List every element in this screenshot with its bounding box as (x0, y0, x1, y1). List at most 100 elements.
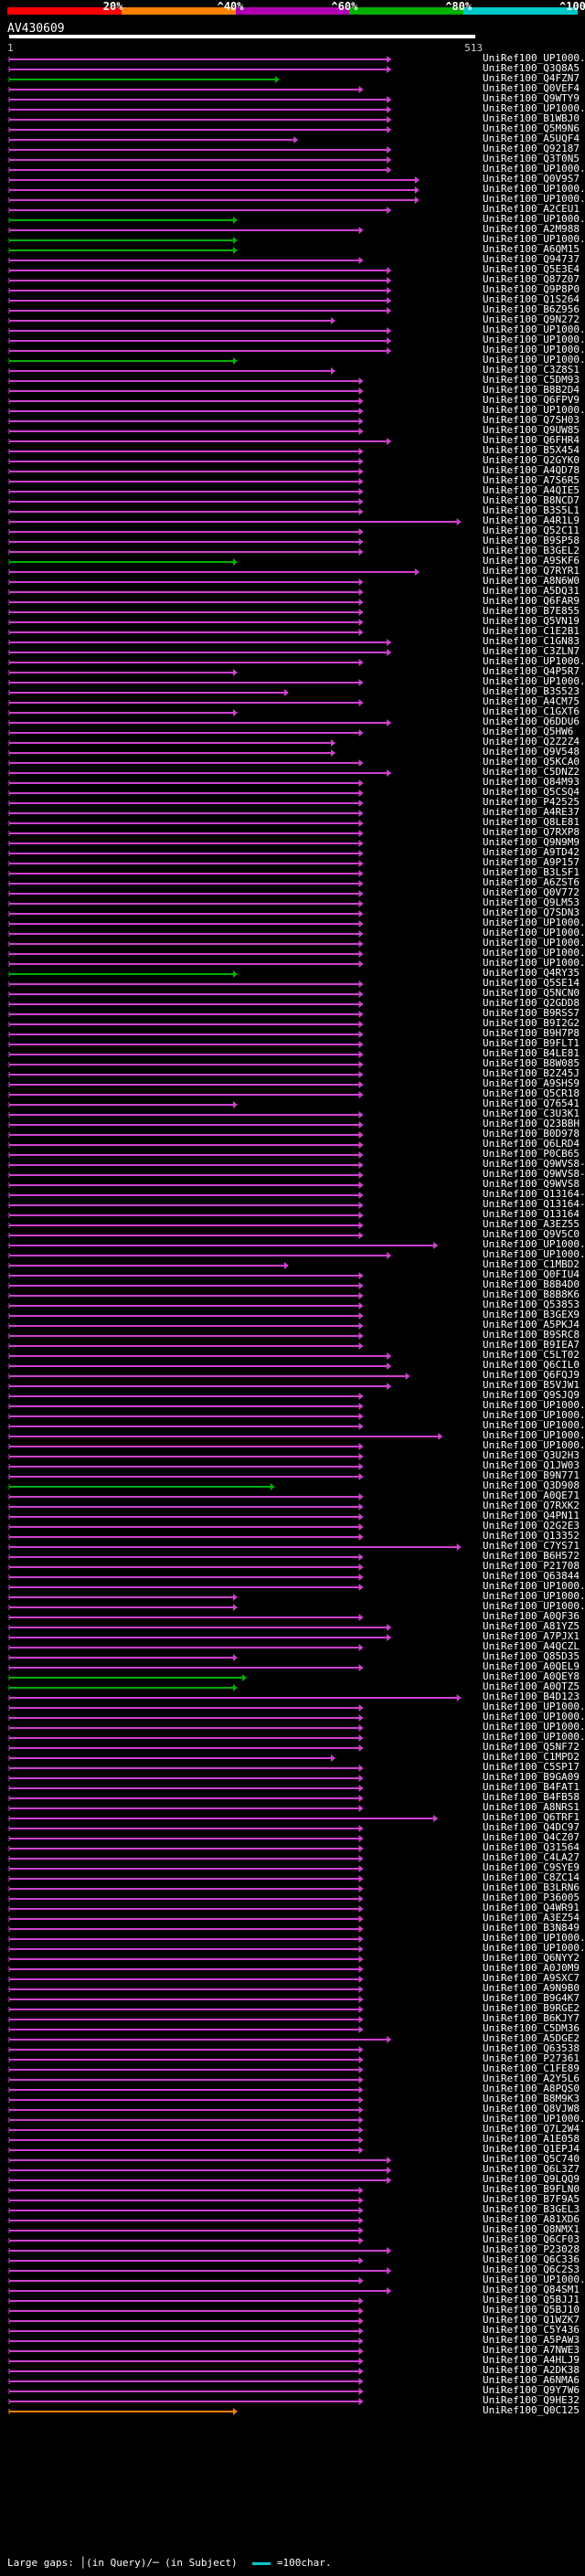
hit-label[interactable]: UniRef100_Q6C2S3 (483, 2263, 580, 2275)
hit-label[interactable]: UniRef100_UP1000... (483, 937, 585, 949)
hit-label[interactable]: UniRef100_B4FAT1 (483, 1781, 580, 1793)
hit-label[interactable]: UniRef100_Q9UW85 (483, 424, 580, 436)
hit-label[interactable]: UniRef100_Q6DDU6 (483, 716, 580, 727)
hit-label[interactable]: UniRef100_C5DNZ2 (483, 766, 580, 778)
hit-label[interactable]: UniRef100_Q1S264 (483, 293, 580, 305)
hit-label[interactable]: UniRef100_C5DM93 (483, 374, 580, 386)
hit-label[interactable]: UniRef100_Q5BJJ1 (483, 2294, 580, 2306)
hit-label[interactable]: UniRef100_UP1000... (483, 1711, 585, 1723)
hit-label[interactable]: UniRef100_A4QD78 (483, 464, 580, 476)
hit-label[interactable]: UniRef100_Q6FAR9 (483, 595, 580, 607)
hit-label[interactable]: UniRef100_C5DM36 (483, 2022, 580, 2034)
hit-label[interactable]: UniRef100_B4FB58 (483, 1791, 580, 1803)
hit-label[interactable]: UniRef100_B9IEA7 (483, 1339, 580, 1351)
hit-label[interactable]: UniRef100_B6KJY7 (483, 2012, 580, 2024)
hit-label[interactable]: UniRef100_A3EZ55 (483, 1218, 580, 1230)
hit-label[interactable]: UniRef100_UP1000... (483, 1701, 585, 1712)
hit-label[interactable]: UniRef100_Q5M9N6 (483, 122, 580, 134)
hit-label[interactable]: UniRef100_A9N9B0 (483, 1982, 580, 1994)
hit-label[interactable]: UniRef100_C1MPD2 (483, 1751, 580, 1763)
hit-label[interactable]: UniRef100_P23028 (483, 2243, 580, 2255)
hit-label[interactable]: UniRef100_Q4PN11 (483, 1510, 580, 1521)
hit-label[interactable]: UniRef100_Q9V5C0 (483, 1228, 580, 1240)
hit-label[interactable]: UniRef100_A4HLJ9 (483, 2354, 580, 2366)
hit-label[interactable]: UniRef100_UP1000... (483, 917, 585, 928)
hit-label[interactable]: UniRef100_Q5E3E4 (483, 263, 580, 275)
hit-label[interactable]: UniRef100_B4LE81 (483, 1047, 580, 1059)
hit-label[interactable]: UniRef100_Q87Z07 (483, 273, 580, 285)
hit-label[interactable]: UniRef100_Q9V548 (483, 746, 580, 758)
hit-label[interactable]: UniRef100_B8B4D0 (483, 1278, 580, 1290)
hit-label[interactable]: UniRef100_B9SP58 (483, 535, 580, 546)
hit-label[interactable]: UniRef100_Q5CR18 (483, 1087, 580, 1099)
hit-label[interactable]: UniRef100_Q84SM1 (483, 2284, 580, 2295)
hit-label[interactable]: UniRef100_A4RE37 (483, 806, 580, 818)
hit-label[interactable]: UniRef100_UP1000... (483, 1439, 585, 1451)
hit-label[interactable]: UniRef100_A5PKJ4 (483, 1319, 580, 1330)
hit-label[interactable]: UniRef100_Q6CF03 (483, 2233, 580, 2245)
hit-label[interactable]: UniRef100_UP1000... (483, 344, 585, 355)
hit-label[interactable]: UniRef100_A7PJX1 (483, 1630, 580, 1642)
hit-label[interactable]: UniRef100_Q6LRD4 (483, 1138, 580, 1150)
hit-label[interactable]: UniRef100_Q85D35 (483, 1650, 580, 1662)
hit-label[interactable]: UniRef100_C4LA27 (483, 1851, 580, 1863)
hit-label[interactable]: UniRef100_B6Z956 (483, 303, 580, 315)
hit-label[interactable]: UniRef100_Q13164 (483, 1208, 580, 1220)
hit-label[interactable]: UniRef100_Q0FIU4 (483, 1268, 580, 1280)
hit-label[interactable]: UniRef100_Q4CZ07 (483, 1831, 580, 1843)
hit-label[interactable]: UniRef100_Q3Q8A5 (483, 62, 580, 74)
hit-label[interactable]: UniRef100_B3GEL3 (483, 2203, 580, 2215)
hit-label[interactable]: UniRef100_Q2GDD8 (483, 997, 580, 1009)
hit-label[interactable]: UniRef100_UP1000... (483, 2113, 585, 2125)
hit-label[interactable]: UniRef100_A5DQ31 (483, 585, 580, 597)
hit-label[interactable]: UniRef100_A9P157 (483, 856, 580, 868)
hit-label[interactable]: UniRef100_A8N6W0 (483, 575, 580, 587)
hit-label[interactable]: UniRef100_Q4RY35 (483, 967, 580, 979)
hit-label[interactable]: UniRef100_B7E855 (483, 605, 580, 617)
hit-label[interactable]: UniRef100_A0QF36 (483, 1610, 580, 1622)
hit-label[interactable]: UniRef100_C1GXT6 (483, 705, 580, 717)
hit-label[interactable]: UniRef100_UP1000... (483, 233, 585, 245)
hit-label[interactable]: UniRef100_C3Z8S1 (483, 364, 580, 376)
hit-label[interactable]: UniRef100_A6ZST6 (483, 876, 580, 888)
hit-label[interactable]: UniRef100_C1GN83 (483, 635, 580, 647)
hit-label[interactable]: UniRef100_A6QM15 (483, 243, 580, 255)
hit-label[interactable]: UniRef100_A81XD6 (483, 2213, 580, 2225)
hit-label[interactable]: UniRef100_B3GEL2 (483, 545, 580, 557)
hit-label[interactable]: UniRef100_B3GEX9 (483, 1309, 580, 1320)
hit-label[interactable]: UniRef100_Q63844 (483, 1570, 580, 1582)
hit-label[interactable]: UniRef100_UP1000... (483, 675, 585, 687)
hit-label[interactable]: UniRef100_UP1000... (483, 1932, 585, 1944)
hit-label[interactable]: UniRef100_UP1000... (483, 1419, 585, 1431)
hit-label[interactable]: UniRef100_C5SP17 (483, 1761, 580, 1773)
hit-label[interactable]: UniRef100_B9FLN0 (483, 2183, 580, 2195)
hit-label[interactable]: UniRef100_A9SXC7 (483, 1972, 580, 1984)
hit-label[interactable]: UniRef100_Q0V772 (483, 886, 580, 898)
hit-label[interactable]: UniRef100_Q6FPV9 (483, 394, 580, 406)
hit-label[interactable]: UniRef100_UP1000... (483, 193, 585, 205)
hit-label[interactable]: UniRef100_UP1000... (483, 183, 585, 195)
hit-label[interactable]: UniRef100_A0QEL9 (483, 1660, 580, 1672)
hit-label[interactable]: UniRef100_Q8LE81 (483, 816, 580, 828)
hit-label[interactable]: UniRef100_Q1WZK7 (483, 2314, 580, 2326)
hit-label[interactable]: UniRef100_A4R1L9 (483, 514, 580, 526)
hit-label[interactable]: UniRef100_Q6C336 (483, 2253, 580, 2265)
hit-label[interactable]: UniRef100_UP1000... (483, 354, 585, 366)
hit-label[interactable]: UniRef100_B5X454 (483, 444, 580, 456)
hit-label[interactable]: UniRef100_Q4FZN7 (483, 72, 580, 84)
hit-label[interactable]: UniRef100_UP1000... (483, 334, 585, 345)
hit-label[interactable]: UniRef100_Q92187 (483, 143, 580, 154)
hit-label[interactable]: UniRef100_Q9Y7W6 (483, 2384, 580, 2396)
hit-label[interactable]: UniRef100_B9FLT1 (483, 1037, 580, 1049)
hit-label[interactable]: UniRef100_Q3D908 (483, 1479, 580, 1491)
hit-label[interactable]: UniRef100_Q2GYK0 (483, 454, 580, 466)
hit-label[interactable]: UniRef100_B8NCD7 (483, 494, 580, 506)
hit-label[interactable]: UniRef100_Q6CIL0 (483, 1359, 580, 1371)
hit-label[interactable]: UniRef100_Q5KCA0 (483, 756, 580, 768)
hit-label[interactable]: UniRef100_C8ZC14 (483, 1871, 580, 1883)
hit-label[interactable]: UniRef100_Q6L3Z7 (483, 2163, 580, 2175)
hit-label[interactable]: UniRef100_A0QTZ5 (483, 1680, 580, 1692)
hit-label[interactable]: UniRef100_A81YZ5 (483, 1620, 580, 1632)
hit-label[interactable]: UniRef100_UP1000... (483, 1248, 585, 1260)
hit-label[interactable]: UniRef100_B3S5L1 (483, 504, 580, 516)
